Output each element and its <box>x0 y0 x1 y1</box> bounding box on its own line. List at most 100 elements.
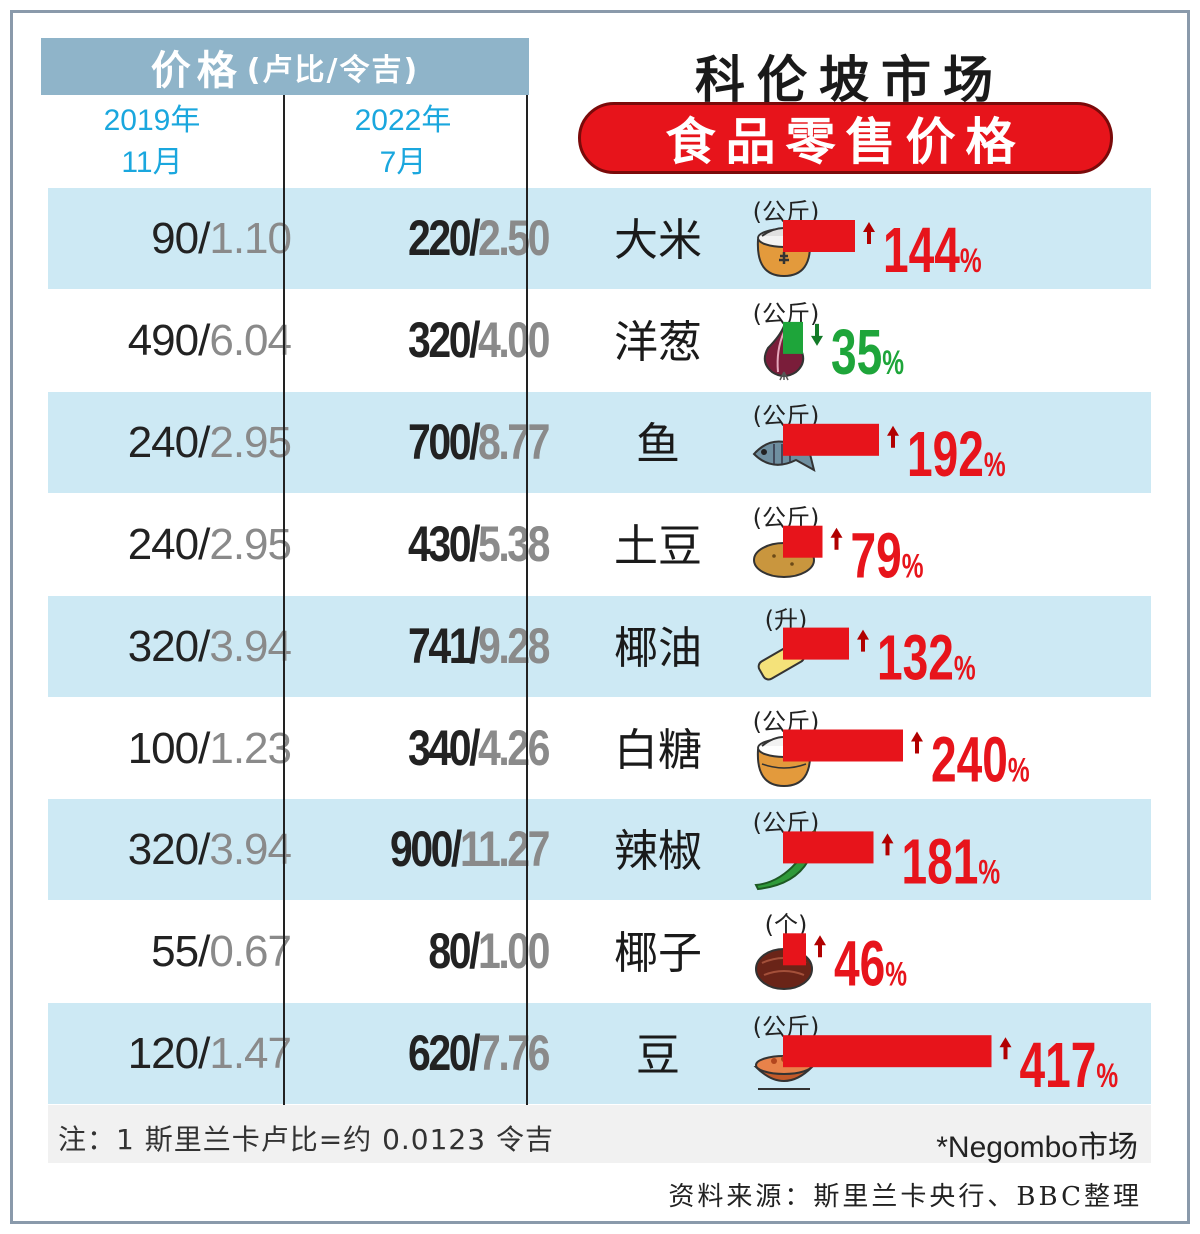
price-2022-lkr: 620 <box>408 1025 472 1082</box>
price-2022: 741/9.28 <box>408 617 550 674</box>
price-2022-myr: 5.38 <box>478 515 550 572</box>
price-2019-myr: 3.94 <box>209 825 292 875</box>
price-2019-lkr: 100 <box>127 723 199 773</box>
source-note: 资料来源：斯里兰卡央行、BBC整理 <box>668 1182 1142 1212</box>
price-2019-lkr: 320 <box>127 621 199 671</box>
item-name: 白糖 <box>614 724 702 776</box>
arrow-up-icon <box>863 222 875 244</box>
price-2022-myr: 7.76 <box>478 1025 550 1082</box>
column-2019: 2019年 11月 <box>32 100 272 184</box>
price-2019-myr: 2.95 <box>209 417 292 467</box>
note-bar <box>48 1105 1151 1163</box>
item-name: 豆 <box>636 1030 680 1082</box>
price-unit: (卢比/令吉) <box>246 52 420 88</box>
change-label: 417% <box>1020 1030 1119 1101</box>
price-2019-lkr: 120 <box>127 1029 199 1079</box>
price-2022-lkr: 700 <box>408 413 472 470</box>
price-2019: 320/3.94 <box>127 825 292 875</box>
table-row: 490/6.04 320/4.00 洋葱 (公斤) <box>48 290 1151 391</box>
change-label: 181% <box>902 826 1001 897</box>
price-header: 价格 (卢比/令吉) <box>41 38 529 95</box>
price-2019-myr: 2.95 <box>209 519 292 569</box>
price-2019: 320/3.94 <box>127 621 292 671</box>
price-2019-lkr: 55 <box>151 927 199 977</box>
price-2019-myr: 0.67 <box>209 927 292 977</box>
change-label: 192% <box>907 418 1006 489</box>
price-2019: 240/2.95 <box>127 417 292 467</box>
price-2019: 90/1.10 <box>151 214 292 263</box>
price-2019-myr: 1.47 <box>209 1029 292 1079</box>
table-row: 55/0.67 80/1.00 椰子 (个) <box>48 901 1151 1002</box>
price-2022: 340/4.26 <box>408 719 550 776</box>
bar-sugar-sack <box>783 729 903 762</box>
item-name: 洋葱 <box>614 316 702 368</box>
price-2022-lkr: 220 <box>408 210 472 266</box>
column-2019-year: 2019年 <box>103 104 201 137</box>
price-2022: 900/11.27 <box>389 821 551 878</box>
bar-rice-sack <box>783 220 855 252</box>
price-2022: 80/1.00 <box>428 923 550 980</box>
column-2022-month: 7月 <box>379 146 427 179</box>
item-name: 椰子 <box>614 928 702 980</box>
price-2019: 55/0.67 <box>151 927 292 977</box>
price-2019-lkr: 240 <box>127 417 199 467</box>
price-2022: 320/4.00 <box>408 311 550 368</box>
column-2022-year: 2022年 <box>354 104 452 137</box>
price-title: 价格 <box>150 47 243 94</box>
bar-onion <box>783 321 803 354</box>
price-2022-lkr: 340 <box>408 719 472 776</box>
price-2019-lkr: 490 <box>127 315 199 365</box>
price-2019-myr: 3.94 <box>209 621 292 671</box>
change-label: 132% <box>877 622 976 693</box>
table-row: 320/3.94 900/11.27 辣椒 (公斤) <box>48 799 1151 901</box>
price-2022-myr: 2.50 <box>478 210 550 266</box>
price-2022-myr: 11.27 <box>459 821 551 878</box>
price-2022-lkr: 741 <box>408 617 472 674</box>
price-2019-lkr: 320 <box>127 825 199 875</box>
column-2019-month: 11月 <box>121 146 183 179</box>
arrow-up-icon <box>814 935 826 958</box>
arrow-up-icon <box>887 425 899 448</box>
price-2019: 490/6.04 <box>127 315 292 365</box>
price-2022: 220/2.50 <box>408 210 550 266</box>
price-2019: 240/2.95 <box>127 519 292 569</box>
arrow-up-icon <box>911 731 923 754</box>
price-2022-lkr: 80 <box>428 923 471 980</box>
price-2022-lkr: 900 <box>389 821 454 878</box>
price-2019: 100/1.23 <box>127 723 292 773</box>
arrow-up-icon <box>857 629 869 652</box>
arrow-up-icon <box>999 1037 1012 1060</box>
subtitle-pill: 食品零售价格 <box>578 102 1113 174</box>
change-label: 240% <box>931 724 1030 795</box>
price-2019-myr: 6.04 <box>209 315 292 365</box>
price-2022: 430/5.38 <box>408 515 550 572</box>
bar-beans-bowl <box>783 1035 992 1068</box>
item-name: 土豆 <box>614 520 702 572</box>
table-row: 100/1.23 340/4.26 白糖 (公斤) <box>48 698 1151 799</box>
arrow-down-icon <box>811 323 823 346</box>
price-2022-myr: 4.26 <box>478 719 550 776</box>
chart-subtitle: 食品零售价格 <box>665 113 1026 171</box>
price-2022-lkr: 430 <box>408 515 472 572</box>
price-2022: 620/7.76 <box>408 1025 550 1082</box>
price-2022-myr: 4.00 <box>478 311 550 368</box>
price-2022: 700/8.77 <box>408 413 550 470</box>
bar-chili <box>783 831 874 864</box>
price-2019-myr: 1.10 <box>209 214 292 263</box>
item-name: 鱼 <box>636 418 680 470</box>
item-name: 大米 <box>614 215 702 266</box>
column-divider <box>526 95 528 1105</box>
market-note: *Negombo市场 <box>936 1131 1138 1164</box>
arrow-up-icon <box>881 833 894 856</box>
price-2019-myr: 1.23 <box>209 723 292 773</box>
exchange-note: 注：1 斯里兰卡卢比=约 0.0123 令吉 <box>58 1123 554 1156</box>
price-2019: 120/1.47 <box>127 1029 292 1079</box>
column-divider <box>283 95 285 1105</box>
change-label: 144% <box>883 215 982 286</box>
item-name: 辣椒 <box>614 826 702 878</box>
arrow-up-icon <box>830 527 843 550</box>
price-2019-lkr: 240 <box>127 519 199 569</box>
price-2022-myr: 8.77 <box>478 413 550 470</box>
price-2022-myr: 1.00 <box>478 923 550 980</box>
